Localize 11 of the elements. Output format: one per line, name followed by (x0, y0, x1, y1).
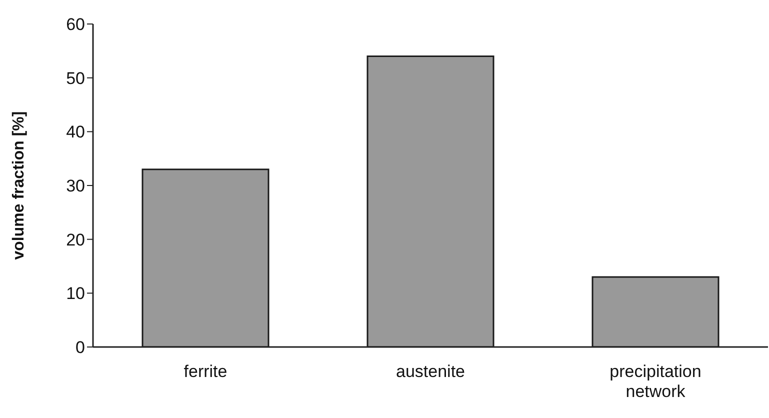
y-tick-label: 0 (76, 338, 85, 358)
y-tick-label: 40 (66, 122, 85, 142)
y-axis-title: volume fraction [%] (10, 111, 28, 260)
x-tick-label: precipitation network (610, 362, 702, 401)
y-tick-label: 10 (66, 284, 85, 304)
x-tick-label: ferrite (184, 362, 228, 381)
y-tick-label: 50 (66, 68, 85, 88)
x-tick-label: austenite (396, 362, 465, 381)
y-tick-label: 30 (66, 176, 85, 196)
y-tick-label: 60 (66, 15, 85, 34)
y-tick-label: 20 (66, 230, 85, 250)
